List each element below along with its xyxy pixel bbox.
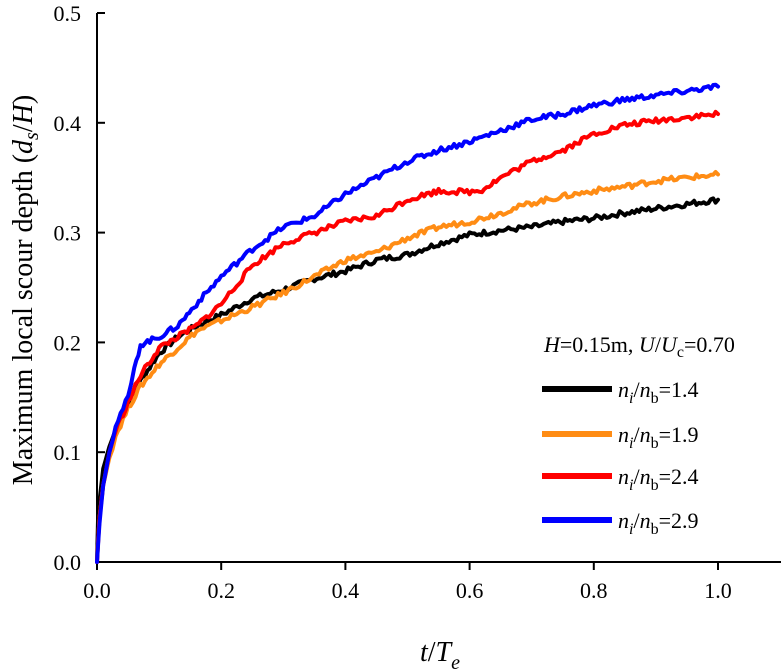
series-line-ni-nb-2-4 [95, 109, 720, 564]
y-tick-label: 0.0 [54, 550, 82, 575]
y-tick-label: 0.5 [54, 1, 82, 26]
series-line-ni-nb-1-9 [95, 170, 720, 564]
x-axis-title: t/Te [420, 637, 460, 669]
legend-label: ni/nb=1.4 [618, 377, 699, 407]
legend-entries: ni/nb=1.4 ni/nb=1.9 ni/nb=2.4 ni/nb=2.9 [542, 377, 699, 538]
x-tick-label: 0.4 [332, 578, 360, 603]
series-line-ni-nb-2-9 [95, 82, 720, 564]
y-tick-label: 0.4 [54, 111, 82, 136]
y-tick-label: 0.2 [54, 330, 82, 355]
x-tick-label: 0.0 [83, 578, 111, 603]
legend-title: H=0.15m, U/Uc=0.70 [543, 332, 735, 361]
legend: H=0.15m, U/Uc=0.70 ni/nb=1.4ni/nb=1.9ni/… [542, 332, 735, 538]
x-ticks: 0.0 0.2 0.4 0.6 0.8 1.0 [83, 562, 732, 603]
x-tick-label: 0.2 [207, 578, 235, 603]
x-tick-label: 0.8 [580, 578, 608, 603]
y-tick-label: 0.3 [54, 221, 82, 246]
y-axis-title: Maximum local scour depth (ds/H) [8, 95, 43, 485]
y-ticks: 0.0 0.1 0.2 0.3 0.4 0.5 [54, 1, 105, 575]
legend-label: ni/nb=2.4 [618, 464, 699, 494]
x-tick-label: 1.0 [704, 578, 732, 603]
legend-label: ni/nb=2.9 [618, 508, 699, 538]
series-group [95, 82, 720, 564]
y-tick-label: 0.1 [54, 440, 82, 465]
x-tick-label: 0.6 [456, 578, 484, 603]
legend-label: ni/nb=1.9 [618, 422, 699, 452]
